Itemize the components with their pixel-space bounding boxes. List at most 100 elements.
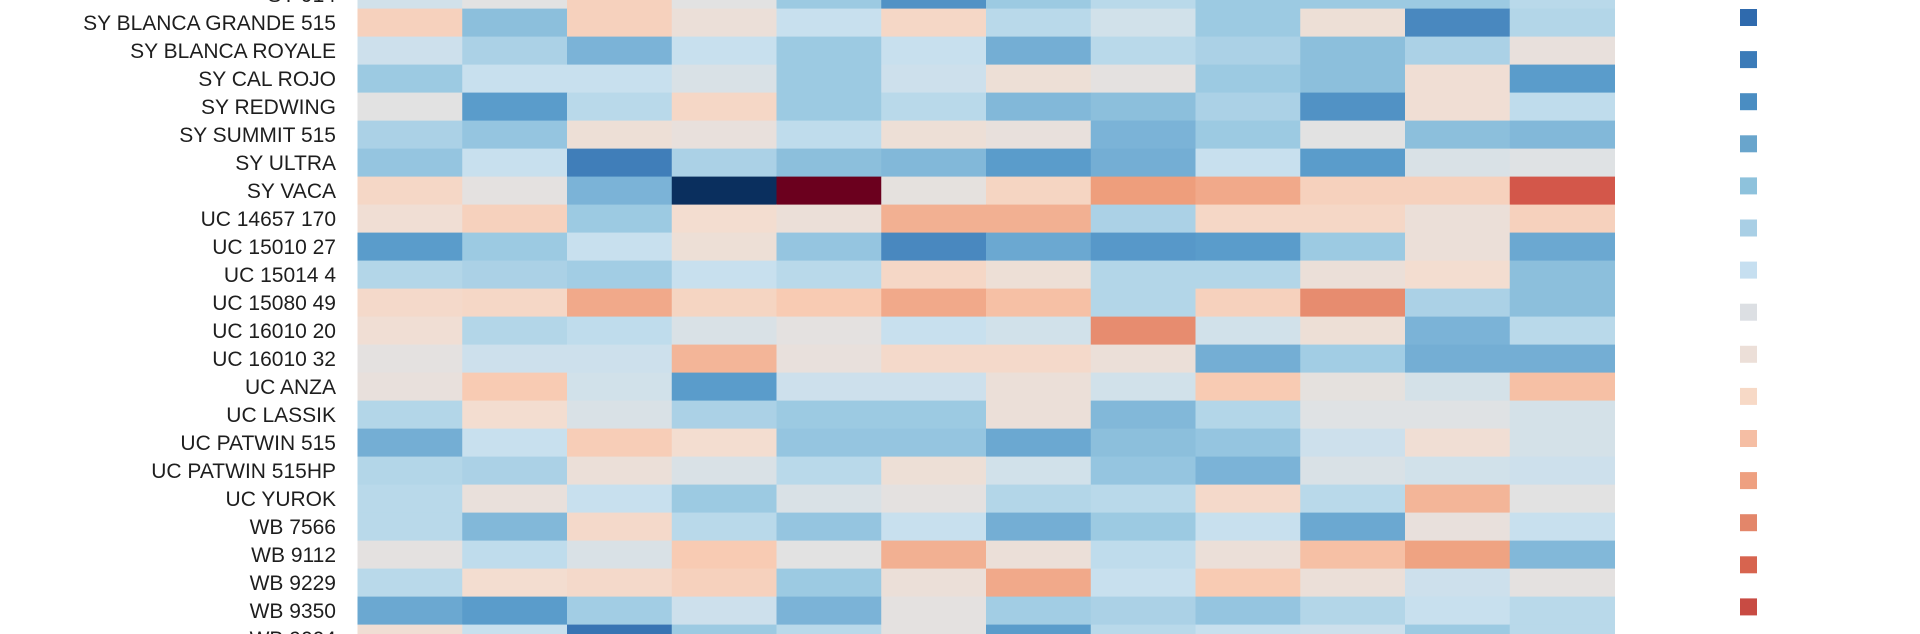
heatmap-cell [1405,232,1511,262]
heatmap-cell [881,512,987,542]
heatmap-cell [1300,372,1406,402]
heatmap-cell [1405,540,1511,570]
heatmap-cell [567,8,673,38]
heatmap-cell [1195,316,1301,346]
heatmap-cell [567,176,673,206]
heatmap-cell [986,540,1092,570]
heatmap-cell [462,400,568,430]
heatmap-cell [1405,260,1511,290]
heatmap-cell [567,624,673,634]
heatmap-cell [671,344,777,374]
legend-swatch [1740,135,1757,153]
row-label: SY ULTRA [235,152,336,175]
heatmap-cell [1405,568,1511,598]
heatmap-cell [462,484,568,514]
legend-swatch [1740,556,1757,574]
heatmap-cell [1090,428,1196,458]
heatmap-cell [671,540,777,570]
heatmap-cell [671,64,777,94]
heatmap-cell [1300,204,1406,234]
heatmap-cell [986,232,1092,262]
heatmap-cell [1300,260,1406,290]
heatmap-cell [462,316,568,346]
heatmap-cell [1405,372,1511,402]
heatmap-cell [1300,512,1406,542]
legend-swatch [1740,514,1757,532]
heatmap-cell [357,288,463,318]
heatmap-cell [462,568,568,598]
heatmap-cell [881,64,987,94]
heatmap-cell [1405,596,1511,626]
legend-swatch [1740,387,1757,405]
heatmap-cell [567,260,673,290]
heatmap-cell [1405,456,1511,486]
heatmap-cell [1405,428,1511,458]
heatmap-cell [671,148,777,178]
heatmap-cell [1090,400,1196,430]
heatmap-cell [1300,540,1406,570]
heatmap-cell [1090,456,1196,486]
heatmap-cell [881,176,987,206]
heatmap-cell [1300,288,1406,318]
heatmap-cell [1405,92,1511,122]
heatmap-cell [357,540,463,570]
heatmap-cell [462,120,568,150]
heatmap-cell [776,428,882,458]
heatmap-cell [1405,624,1511,634]
heatmap-cell [1300,176,1406,206]
heatmap-cell [881,484,987,514]
heatmap-cell [462,0,568,10]
heatmap-cell [986,484,1092,514]
heatmap-cell [671,316,777,346]
heatmap-cell [1195,400,1301,430]
heatmap-cell [1405,400,1511,430]
heatmap-cell [1509,176,1615,206]
heatmap-cell [1509,456,1615,486]
row-label: WB 9229 [250,572,336,595]
heatmap-cell [986,8,1092,38]
heatmap-cell [567,568,673,598]
heatmap-cell [567,456,673,486]
heatmap-cell [567,120,673,150]
heatmap-cells [357,0,1615,634]
heatmap-cell [1405,512,1511,542]
row-label: UC ANZA [245,376,336,399]
heatmap-cell [881,624,987,634]
row-label: SY BLANCA ROYALE [130,40,336,63]
heatmap-cell [1509,288,1615,318]
heatmap-cell [1405,344,1511,374]
heatmap-cell [357,624,463,634]
legend-swatch [1740,9,1757,26]
heatmap-cell [881,8,987,38]
heatmap-cell [1195,176,1301,206]
heatmap-cell [881,596,987,626]
heatmap-cell [1090,176,1196,206]
heatmap-cell [1195,92,1301,122]
heatmap-cell [1300,428,1406,458]
heatmap-cell [1090,0,1196,10]
heatmap-cell [1509,232,1615,262]
heatmap-cell [1195,568,1301,598]
heatmap-cell [1090,288,1196,318]
heatmap-cell [1195,372,1301,402]
row-label: WB 9004 [250,628,337,634]
heatmap-cell [1509,428,1615,458]
heatmap-cell [776,120,882,150]
heatmap-cell [671,400,777,430]
heatmap-cell [1300,484,1406,514]
heatmap-cell [567,288,673,318]
heatmap-cell [357,568,463,598]
heatmap-cell [776,456,882,486]
heatmap-cell [776,64,882,94]
heatmap-cell [567,512,673,542]
legend-swatch [1740,472,1757,490]
heatmap-cell [1509,92,1615,122]
heatmap-cell [1405,8,1511,38]
row-label: UC YUROK [226,488,336,511]
heatmap-cell [671,484,777,514]
heatmap-cell [1300,36,1406,66]
heatmap-cell [567,232,673,262]
heatmap-cell [1509,372,1615,402]
heatmap-cell [776,568,882,598]
heatmap-cell [986,344,1092,374]
